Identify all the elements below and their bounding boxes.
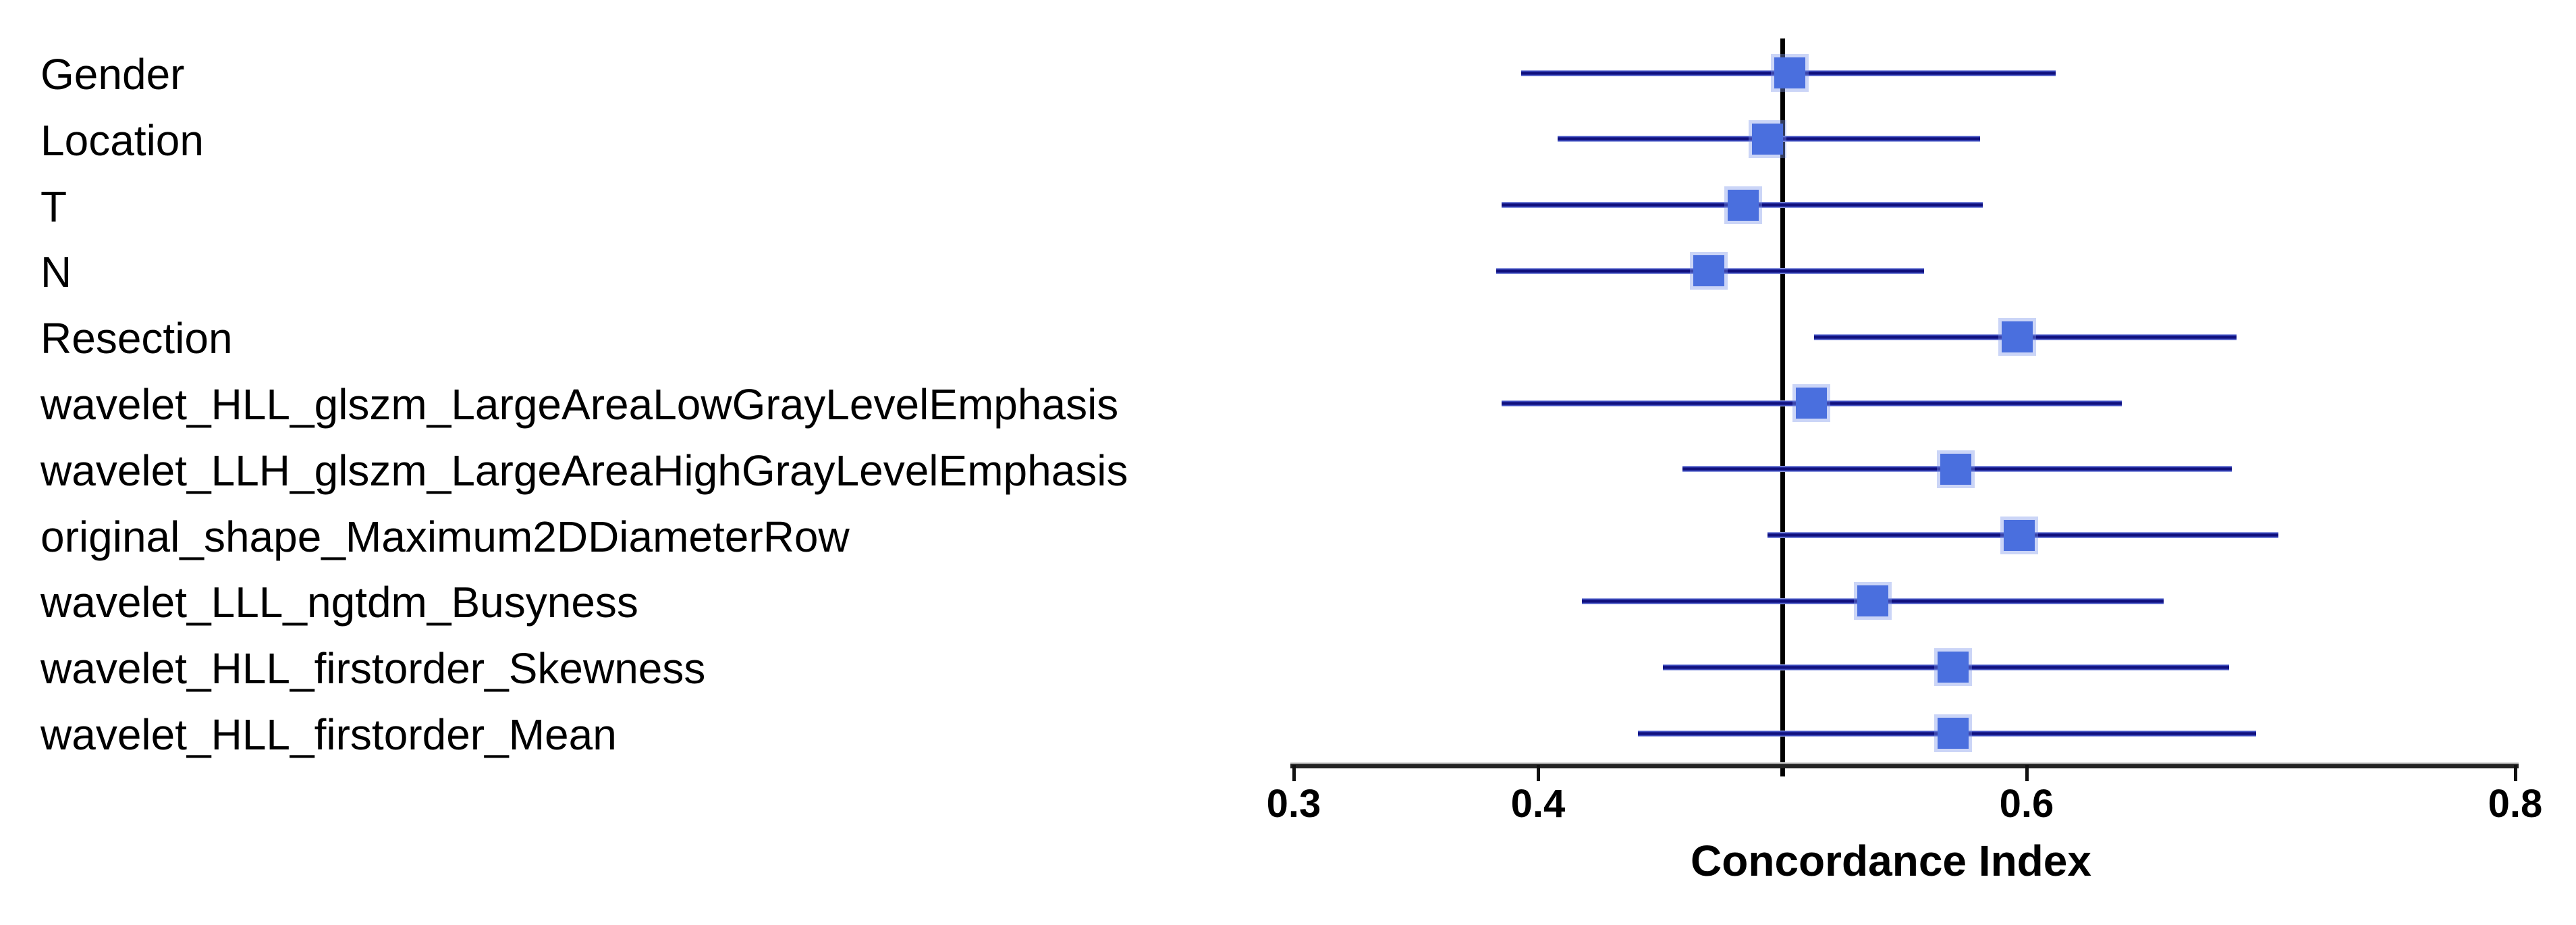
x-axis-tick	[2025, 765, 2029, 781]
row-label: T	[40, 182, 67, 231]
x-axis-tick-label: 0.3	[1266, 782, 1321, 826]
point-marker	[1752, 123, 1784, 155]
x-axis-tick	[1292, 765, 1296, 781]
point-marker	[1938, 652, 1969, 683]
point-marker	[1857, 585, 1888, 617]
point-marker	[1693, 255, 1725, 287]
row-label: N	[40, 248, 72, 297]
row-label: wavelet_HLL_glszm_LargeAreaLowGrayLevelE…	[40, 380, 1119, 429]
row-label: wavelet_HLL_firstorder_Skewness	[40, 644, 706, 693]
row-label: wavelet_HLL_firstorder_Mean	[40, 710, 617, 759]
point-marker	[1774, 57, 1805, 88]
row-label: Gender	[40, 50, 185, 99]
row-label: Location	[40, 115, 204, 165]
point-marker	[1940, 453, 1972, 485]
reference-line	[1780, 38, 1785, 776]
point-marker	[1728, 189, 1759, 221]
point-marker	[2001, 321, 2033, 353]
point-marker	[1796, 388, 1828, 419]
x-axis-tick	[1536, 765, 1540, 781]
row-label: wavelet_LLL_ngtdm_Busyness	[40, 578, 638, 627]
x-axis-tick-label: 0.8	[2488, 782, 2543, 826]
x-axis-tick-label: 0.6	[1999, 782, 2054, 826]
point-marker	[1938, 718, 1969, 749]
point-marker	[2004, 519, 2035, 551]
row-label: original_shape_Maximum2DDiameterRow	[40, 512, 850, 561]
x-axis-tick	[2513, 765, 2517, 781]
row-label: Resection	[40, 314, 233, 363]
x-axis-line	[1290, 762, 2519, 768]
row-label: wavelet_LLH_glszm_LargeAreaHighGrayLevel…	[40, 446, 1128, 495]
x-axis-title: Concordance Index	[1691, 837, 2091, 885]
x-axis-tick-label: 0.4	[1510, 782, 1566, 826]
